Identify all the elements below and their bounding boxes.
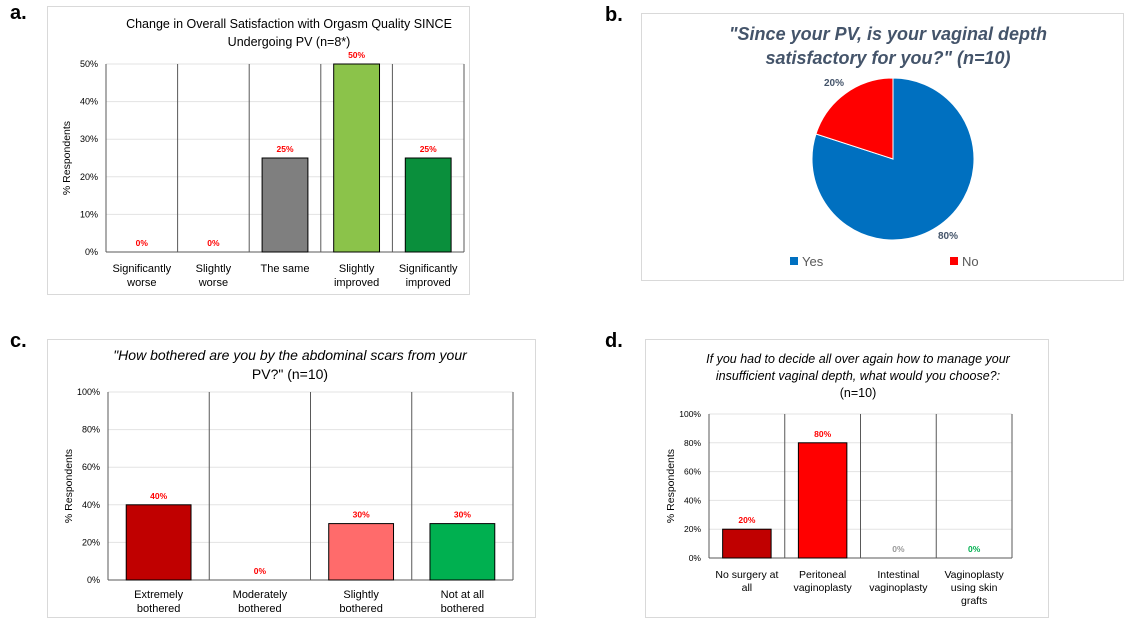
chart-title-line: Change in Overall Satisfaction with Orga… xyxy=(126,17,452,31)
bar xyxy=(333,63,381,253)
category-label: Extremely xyxy=(134,589,183,601)
data-label: 25% xyxy=(420,144,437,154)
category-label: improved xyxy=(406,277,451,289)
y-tick-label: 0% xyxy=(87,575,100,585)
y-tick-label: 20% xyxy=(82,537,100,547)
bar xyxy=(261,157,309,253)
bar xyxy=(125,504,192,581)
chart-title-line: satisfactory for you?" (n=10) xyxy=(765,48,1010,68)
category-label: worse xyxy=(126,277,156,289)
y-tick-label: 100% xyxy=(679,409,701,419)
y-tick-label: 80% xyxy=(684,438,701,448)
chart-a-frame xyxy=(47,6,470,295)
legend-swatch xyxy=(790,257,798,265)
category-label: Significantly xyxy=(112,263,171,275)
chart-title-line: Undergoing PV (n=8*) xyxy=(228,35,351,49)
category-label: bothered xyxy=(238,603,281,615)
legend-swatch xyxy=(950,257,958,265)
y-axis-label: % Respondents xyxy=(63,449,75,523)
y-tick-label: 80% xyxy=(82,425,100,435)
y-tick-label: 40% xyxy=(80,97,98,107)
y-tick-label: 30% xyxy=(80,134,98,144)
category-label: Intestinal xyxy=(877,569,919,581)
legend-label: No xyxy=(962,254,979,269)
data-label: 0% xyxy=(968,544,981,554)
category-label: vaginoplasty xyxy=(793,582,852,594)
chart-title-line: (n=10) xyxy=(840,386,876,400)
chart-title-line: If you had to decide all over again how … xyxy=(706,352,1011,366)
category-label: worse xyxy=(198,277,228,289)
category-label: using skin xyxy=(951,582,998,594)
pie-data-label: 20% xyxy=(824,78,844,89)
y-tick-label: 60% xyxy=(684,467,701,477)
bar xyxy=(722,528,772,559)
y-tick-label: 20% xyxy=(684,524,701,534)
chart-title-line: "How bothered are you by the abdominal s… xyxy=(113,347,468,363)
category-label: improved xyxy=(334,277,379,289)
chart-title-line: insufficient vaginal depth, what would y… xyxy=(716,369,1000,383)
data-label: 0% xyxy=(254,566,267,576)
data-label: 30% xyxy=(454,510,471,520)
category-label: Not at all xyxy=(441,589,484,601)
data-label: 25% xyxy=(276,144,293,154)
category-label: Moderately xyxy=(233,589,288,601)
data-label: 0% xyxy=(136,238,149,248)
y-tick-label: 50% xyxy=(80,59,98,69)
category-label: Slightly xyxy=(339,263,375,275)
category-label: vaginoplasty xyxy=(869,582,928,594)
data-label: 0% xyxy=(207,238,220,248)
panel-letter-c: c. xyxy=(10,330,27,352)
data-label: 0% xyxy=(892,544,905,554)
bar xyxy=(429,523,496,581)
y-tick-label: 100% xyxy=(77,387,100,397)
bar xyxy=(797,442,848,559)
category-label: Vaginoplasty xyxy=(944,569,1004,581)
panel-letter-b: b. xyxy=(605,4,623,26)
data-label: 50% xyxy=(348,50,365,60)
data-label: 40% xyxy=(150,491,167,501)
y-tick-label: 20% xyxy=(80,172,98,182)
panel-letter-d: d. xyxy=(605,330,623,352)
category-label: all xyxy=(742,582,753,594)
y-axis-label: % Respondents xyxy=(61,121,73,195)
data-label: 80% xyxy=(814,429,831,439)
y-tick-label: 10% xyxy=(80,209,98,219)
pie-slice xyxy=(815,77,894,160)
category-label: Slightly xyxy=(343,589,379,601)
category-label: Peritoneal xyxy=(799,569,846,581)
category-label: bothered xyxy=(137,603,180,615)
category-label: bothered xyxy=(339,603,382,615)
legend-label: Yes xyxy=(802,254,824,269)
category-label: grafts xyxy=(961,595,987,607)
category-label: Slightly xyxy=(196,263,232,275)
category-label: Significantly xyxy=(399,263,458,275)
chart-title-line: PV?" (n=10) xyxy=(252,366,328,382)
category-label: The same xyxy=(261,263,310,275)
y-tick-label: 0% xyxy=(689,553,702,563)
bar xyxy=(328,523,395,581)
pie-data-label: 80% xyxy=(938,231,958,242)
y-tick-label: 40% xyxy=(82,500,100,510)
data-label: 30% xyxy=(353,510,370,520)
y-tick-label: 40% xyxy=(684,495,701,505)
category-label: No surgery at xyxy=(715,569,778,581)
data-label: 20% xyxy=(738,515,755,525)
chart-title-line: "Since your PV, is your vaginal depth xyxy=(729,24,1047,44)
y-axis-label: % Respondents xyxy=(665,449,677,523)
y-tick-label: 60% xyxy=(82,462,100,472)
bar xyxy=(404,157,452,253)
category-label: bothered xyxy=(441,603,484,615)
y-tick-label: 0% xyxy=(85,247,98,257)
panel-letter-a: a. xyxy=(10,2,27,24)
